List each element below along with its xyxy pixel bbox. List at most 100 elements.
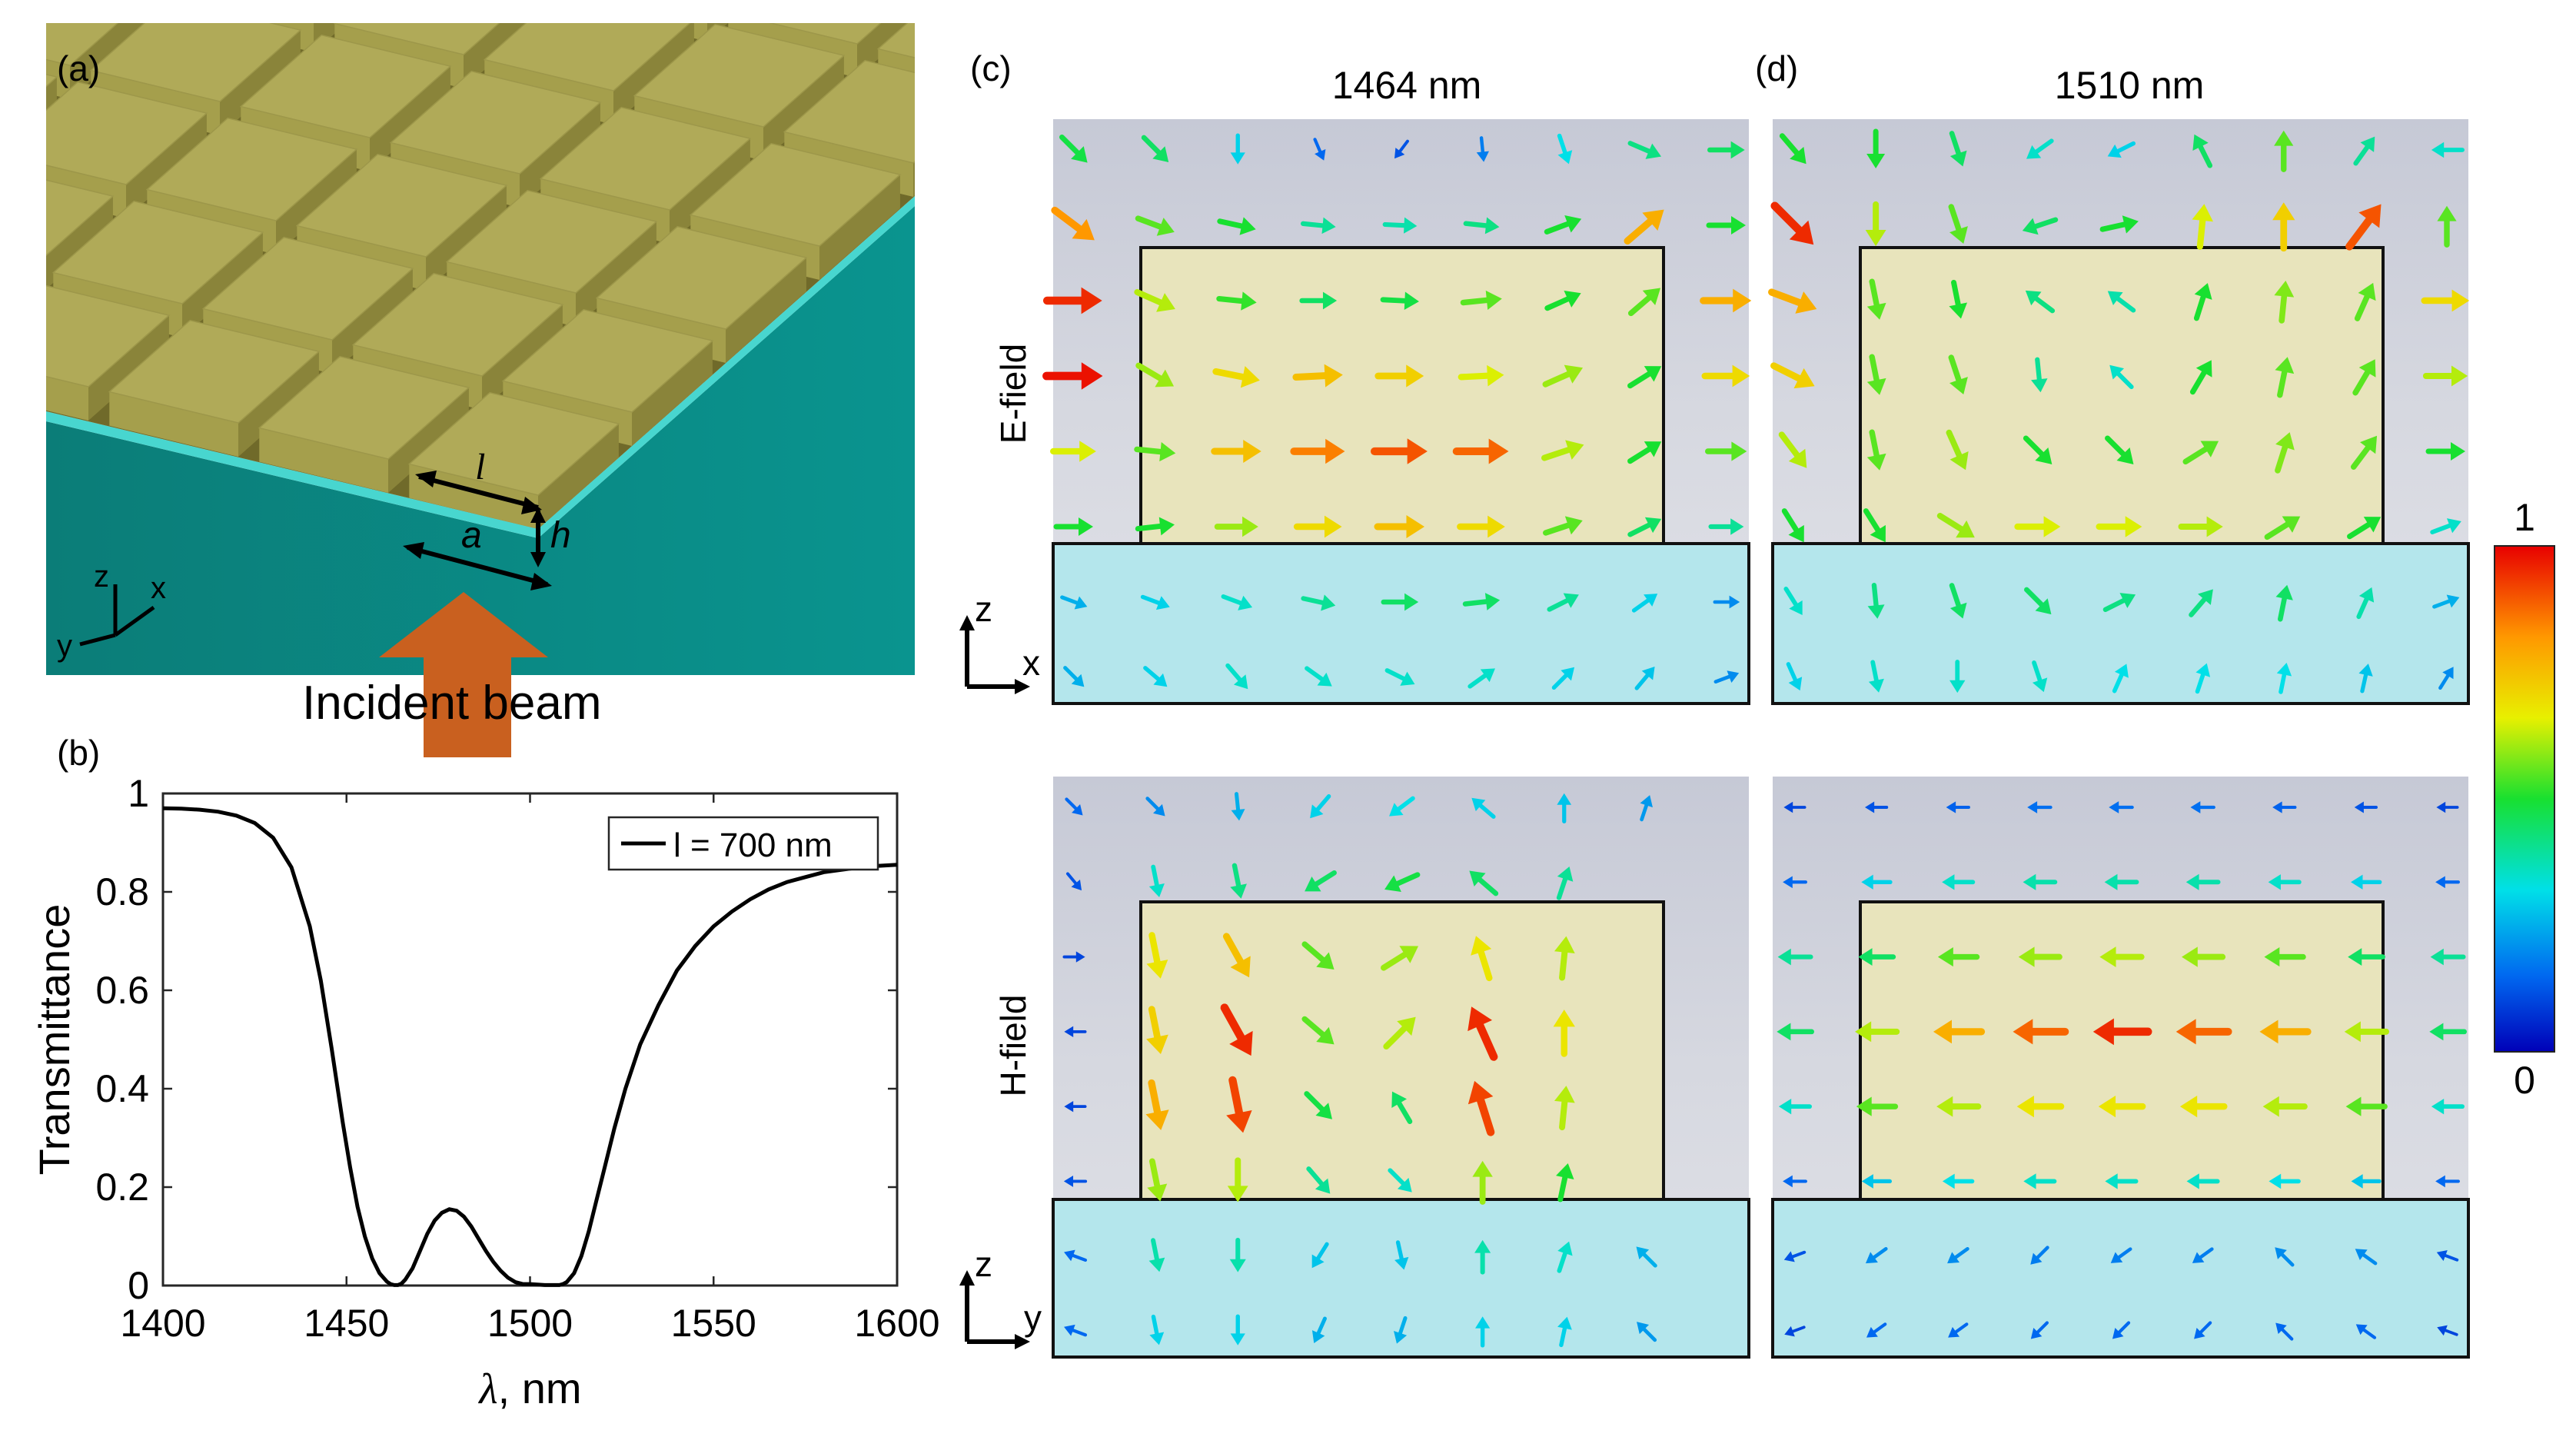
field-arrow <box>1557 1241 1573 1273</box>
field-arrow <box>2274 281 2295 324</box>
field-arrow <box>1394 1240 1409 1270</box>
field-arrow-head <box>1064 1324 1075 1336</box>
field-arrow-head <box>2022 218 2039 235</box>
field-arrow <box>1948 1322 1969 1338</box>
brick-top-face <box>145 117 358 221</box>
field-arrow <box>2175 1019 2232 1045</box>
field-arrow <box>1148 864 1165 897</box>
field-arrow-head <box>1407 438 1428 464</box>
field-arrow-head <box>1146 1034 1168 1054</box>
field-arrow <box>1866 1322 1887 1338</box>
field-arrow-head <box>2358 204 2382 228</box>
label-a: a <box>461 515 482 556</box>
colorbar-min-label: 0 <box>2514 1059 2535 1102</box>
field-arrow-head <box>1394 1331 1408 1344</box>
field-arrow-head <box>1730 518 1744 535</box>
field-arrow-head <box>1783 1251 1795 1262</box>
brick-side-face <box>88 315 169 421</box>
brick-top-face <box>46 73 58 88</box>
field-arrow <box>2274 130 2294 173</box>
field-arrow <box>2092 1018 2152 1046</box>
field-arrow-shaft <box>2182 446 2209 465</box>
field-arrow-head <box>1238 595 1253 610</box>
field-arrow <box>1370 438 1428 464</box>
field-arrow-head <box>1153 673 1168 687</box>
field-arrow-head <box>1856 1096 1872 1116</box>
field-arrow-shaft <box>1394 872 1421 886</box>
brick-front-face <box>259 427 388 493</box>
field-arrow-head <box>1081 287 1102 314</box>
field-arrow-head <box>1484 217 1500 235</box>
field-arrow-shaft <box>1143 666 1161 681</box>
field-arrow-shaft <box>1221 594 1243 606</box>
field-arrow <box>2275 1247 2295 1267</box>
field-arrow-head <box>1230 883 1247 899</box>
field-arrow-shaft <box>1949 583 1962 608</box>
field-arrow <box>2194 1321 2212 1339</box>
field-arrow <box>2345 1096 2388 1116</box>
field-arrow-shaft <box>1212 368 1247 381</box>
field-arrow <box>1229 1237 1246 1272</box>
field-arrow <box>1948 204 1968 244</box>
field-arrow <box>1946 429 1969 471</box>
field-arrow-shaft <box>1873 1322 1887 1334</box>
field-arrow-shaft <box>1547 598 1570 612</box>
field-arrow <box>2355 1249 2378 1266</box>
field-arrow-shaft <box>1779 133 1800 156</box>
field-arrow-head <box>1230 152 1245 165</box>
coordinate-triad-a: z x y <box>57 560 166 663</box>
field-arrow-head <box>2030 1252 2043 1265</box>
field-arrow <box>1462 593 1501 610</box>
field-arrow <box>2429 1023 2467 1041</box>
field-arrow <box>1770 201 1814 245</box>
field-arrow-shaft <box>1869 354 1880 383</box>
field-arrow-shaft <box>1065 872 1078 885</box>
brick <box>35 0 244 16</box>
field-arrow-head <box>1315 1178 1331 1194</box>
field-arrow-head <box>2107 291 2123 306</box>
field-arrow-head <box>2274 130 2294 146</box>
field-arrow <box>1064 1249 1088 1262</box>
field-arrow-head <box>1325 438 1345 464</box>
field-arrow <box>1542 364 1584 388</box>
brick <box>46 284 171 421</box>
field-arrow-head <box>1484 593 1501 610</box>
field-arrow-head <box>2030 1328 2043 1339</box>
field-arrow-shaft <box>1557 133 1567 155</box>
brick <box>428 0 638 5</box>
field-arrow-head <box>1064 1249 1075 1262</box>
field-arrow-head <box>1948 1326 1959 1338</box>
colorbar: 1 0 <box>2494 496 2555 1102</box>
panel-c-label: (c) <box>970 48 1012 88</box>
field-arrow <box>2099 946 2145 968</box>
field-arrow-head <box>2109 364 2125 380</box>
field-arrow-head <box>2185 873 2199 890</box>
field-arrow-shaft <box>1768 288 1803 307</box>
field-arrow-head <box>1640 795 1653 808</box>
field-arrow <box>1231 792 1245 821</box>
panel-a-illustration: l a h z x y Incident beam (a) <box>0 0 915 757</box>
field-arrow-shaft <box>1631 598 1650 613</box>
field-arrow <box>1942 1173 1975 1189</box>
field-arrow-head <box>1788 524 1804 543</box>
field-arrow-head <box>1233 674 1248 690</box>
field-arrow-head <box>1079 441 1096 462</box>
field-arrow-head <box>2269 1173 2282 1189</box>
field-arrow-shaft <box>1134 289 1164 306</box>
field-arrow-head <box>1942 874 1955 890</box>
field-arrow <box>1135 362 1175 388</box>
field-arrow-shaft <box>2036 1321 2049 1334</box>
field-arrow-head <box>1942 1173 1955 1189</box>
field-arrow-head <box>1636 1246 1650 1259</box>
triad-zy-z: z <box>975 1244 992 1284</box>
field-arrow-head <box>2358 359 2376 378</box>
brick-front-face <box>46 376 88 421</box>
brick-top-face <box>768 23 882 45</box>
field-arrow <box>2031 357 2048 393</box>
field-arrow <box>1290 438 1345 464</box>
x-tick-label: 1450 <box>304 1302 389 1345</box>
brick-top-face <box>46 179 115 257</box>
brick-top-face <box>0 248 19 351</box>
field-arrow-head <box>2275 1247 2287 1259</box>
field-arrow-head <box>2355 1324 2368 1336</box>
